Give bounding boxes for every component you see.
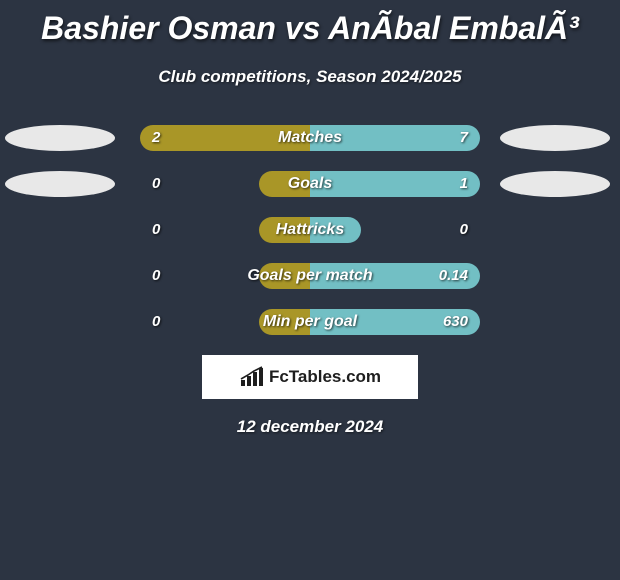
page-title: Bashier Osman vs AnÃ­bal EmbalÃ³ (0, 0, 620, 47)
stat-value-left: 2 (152, 125, 160, 151)
stat-bar-left-fill (259, 217, 310, 243)
brand-text: FcTables.com (269, 367, 381, 387)
stat-value-right: 0.14 (439, 263, 468, 289)
stat-bar: 0630Min per goal (140, 309, 480, 335)
stat-value-left: 0 (152, 309, 160, 335)
date-text: 12 december 2024 (0, 417, 620, 437)
stat-value-right: 7 (460, 125, 468, 151)
stat-row: 00.14Goals per match (0, 263, 620, 289)
stat-bar-left-fill (140, 125, 310, 151)
stats-container: 27Matches01Goals00Hattricks00.14Goals pe… (0, 125, 620, 335)
stat-bar: 27Matches (140, 125, 480, 151)
stat-value-right: 630 (443, 309, 468, 335)
stat-bar: 00.14Goals per match (140, 263, 480, 289)
stat-bar-right-fill (310, 171, 480, 197)
player-left-marker (5, 125, 115, 151)
stat-value-left: 0 (152, 171, 160, 197)
player-left-marker (5, 171, 115, 197)
stat-row: 27Matches (0, 125, 620, 151)
stat-bar: 01Goals (140, 171, 480, 197)
player-right-marker (500, 171, 610, 197)
stat-value-left: 0 (152, 263, 160, 289)
stat-row: 00Hattricks (0, 217, 620, 243)
stat-bar-left-fill (259, 309, 310, 335)
stat-row: 0630Min per goal (0, 309, 620, 335)
brand-badge: FcTables.com (202, 355, 418, 399)
player-right-marker (500, 125, 610, 151)
stat-bar-left-fill (259, 171, 310, 197)
stat-value-left: 0 (152, 217, 160, 243)
stat-bar-right-fill (310, 217, 361, 243)
stat-row: 01Goals (0, 171, 620, 197)
subtitle: Club competitions, Season 2024/2025 (0, 67, 620, 87)
stat-value-right: 0 (460, 217, 468, 243)
stat-bar: 00Hattricks (140, 217, 480, 243)
stat-value-right: 1 (460, 171, 468, 197)
stat-bar-right-fill (310, 125, 480, 151)
stat-bar-left-fill (259, 263, 310, 289)
bar-chart-icon (239, 366, 265, 388)
